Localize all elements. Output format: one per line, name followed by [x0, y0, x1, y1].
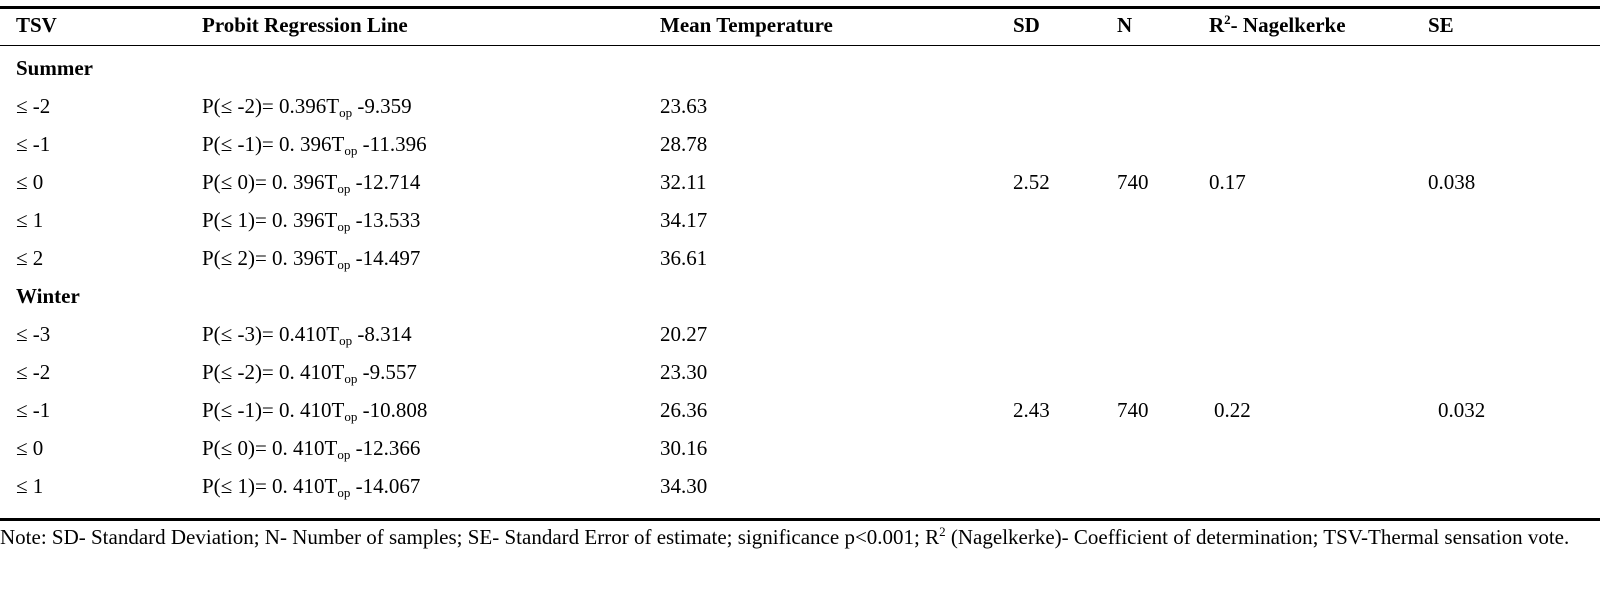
cell-probit: P(≤ -2)= 0. 410Top -9.557 [202, 359, 417, 388]
header-tsv: TSV [16, 13, 57, 37]
header-se: SE [1428, 13, 1454, 37]
header-r2-sup: 2 [1224, 12, 1231, 27]
cell-mean: 23.63 [660, 94, 708, 118]
cell-r2-summer: 0.17 [1209, 170, 1246, 194]
cell-tsv: ≤ 1 [16, 474, 44, 498]
probit-subscript: op [337, 447, 351, 462]
cell-mean: 34.17 [660, 208, 708, 232]
cell-probit: P(≤ 0)= 0. 410Top -12.366 [202, 435, 420, 464]
cell-mean: 26.36 [660, 398, 708, 422]
cell-mean: 32.11 [660, 170, 707, 194]
probit-subscript: op [337, 257, 351, 272]
cell-probit: P(≤ 1)= 0. 396Top -13.533 [202, 207, 420, 236]
header-probit: Probit Regression Line [202, 13, 408, 37]
cell-sd-winter: 2.43 [1013, 398, 1050, 422]
cell-mean: 34.30 [660, 474, 708, 498]
cell-mean: 20.27 [660, 322, 708, 346]
header-sd: SD [1013, 13, 1040, 37]
cell-probit: P(≤ -2)= 0.396Top -9.359 [202, 93, 412, 122]
table-bottom-rule [0, 518, 1600, 521]
probit-subscript: op [344, 371, 358, 386]
note-text-part1: Note: SD- Standard Deviation; N- Number … [0, 525, 940, 549]
cell-n-winter: 740 [1117, 398, 1149, 422]
probit-subscript: op [337, 181, 351, 196]
probit-text: P(≤ 2)= 0. 396T [202, 246, 338, 270]
probit-constant: -9.557 [357, 360, 417, 384]
cell-probit: P(≤ -1)= 0. 410Top -10.808 [202, 397, 427, 426]
cell-r2-winter: 0.22 [1214, 398, 1251, 422]
probit-subscript: op [337, 219, 351, 234]
probit-subscript: op [337, 485, 351, 500]
probit-constant: -11.396 [357, 132, 427, 156]
cell-tsv: ≤ 0 [16, 436, 44, 460]
probit-constant: -14.067 [350, 474, 421, 498]
probit-constant: -12.366 [350, 436, 421, 460]
probit-text: P(≤ -1)= 0. 396T [202, 132, 345, 156]
cell-mean: 23.30 [660, 360, 708, 384]
note-superscript: 2 [939, 524, 946, 539]
probit-text: P(≤ -2)= 0.396T [202, 94, 340, 118]
probit-subscript: op [339, 105, 353, 120]
probit-text: P(≤ -2)= 0. 410T [202, 360, 345, 384]
probit-text: P(≤ -1)= 0. 410T [202, 398, 345, 422]
table-top-rule [0, 6, 1600, 9]
cell-probit: P(≤ 0)= 0. 396Top -12.714 [202, 169, 420, 198]
cell-tsv: ≤ 0 [16, 170, 44, 194]
cell-tsv: ≤ -3 [16, 322, 51, 346]
header-r2-rest: - Nagelkerke [1230, 13, 1346, 37]
cell-probit: P(≤ -3)= 0.410Top -8.314 [202, 321, 412, 350]
cell-n-summer: 740 [1117, 170, 1149, 194]
cell-tsv: ≤ 2 [16, 246, 44, 270]
probit-subscript: op [344, 143, 358, 158]
cell-mean: 30.16 [660, 436, 708, 460]
probit-constant: -13.533 [350, 208, 421, 232]
section-label-winter: Winter [16, 284, 80, 308]
probit-text: P(≤ 1)= 0. 396T [202, 208, 338, 232]
probit-constant: -10.808 [357, 398, 428, 422]
probit-text: P(≤ -3)= 0.410T [202, 322, 340, 346]
cell-probit: P(≤ 2)= 0. 396Top -14.497 [202, 245, 420, 274]
cell-tsv: ≤ -2 [16, 360, 51, 384]
section-label-summer: Summer [16, 56, 93, 80]
probit-text: P(≤ 1)= 0. 410T [202, 474, 338, 498]
cell-tsv: ≤ -2 [16, 94, 51, 118]
cell-se-winter: 0.032 [1438, 398, 1486, 422]
probit-subscript: op [339, 333, 353, 348]
cell-tsv: ≤ -1 [16, 398, 51, 422]
header-r2-base: R [1209, 13, 1225, 37]
probit-text: P(≤ 0)= 0. 396T [202, 170, 338, 194]
cell-probit: P(≤ 1)= 0. 410Top -14.067 [202, 473, 420, 502]
header-r2-nagelkerke: R2- Nagelkerke [1209, 12, 1346, 41]
cell-sd-summer: 2.52 [1013, 170, 1050, 194]
cell-mean: 36.61 [660, 246, 708, 270]
probit-constant: -9.359 [352, 94, 412, 118]
note-text-part2: (Nagelkerke)- Coefficient of determinati… [945, 525, 1570, 549]
probit-constant: -8.314 [352, 322, 412, 346]
probit-constant: -14.497 [350, 246, 421, 270]
cell-tsv: ≤ 1 [16, 208, 44, 232]
cell-se-summer: 0.038 [1428, 170, 1476, 194]
cell-probit: P(≤ -1)= 0. 396Top -11.396 [202, 131, 427, 160]
cell-mean: 28.78 [660, 132, 708, 156]
table-note: Note: SD- Standard Deviation; N- Number … [0, 524, 1590, 553]
table-header-rule [0, 45, 1600, 46]
cell-tsv: ≤ -1 [16, 132, 51, 156]
header-n: N [1117, 13, 1133, 37]
header-mean-temperature: Mean Temperature [660, 13, 833, 37]
probit-subscript: op [344, 409, 358, 424]
probit-text: P(≤ 0)= 0. 410T [202, 436, 338, 460]
probit-constant: -12.714 [350, 170, 421, 194]
